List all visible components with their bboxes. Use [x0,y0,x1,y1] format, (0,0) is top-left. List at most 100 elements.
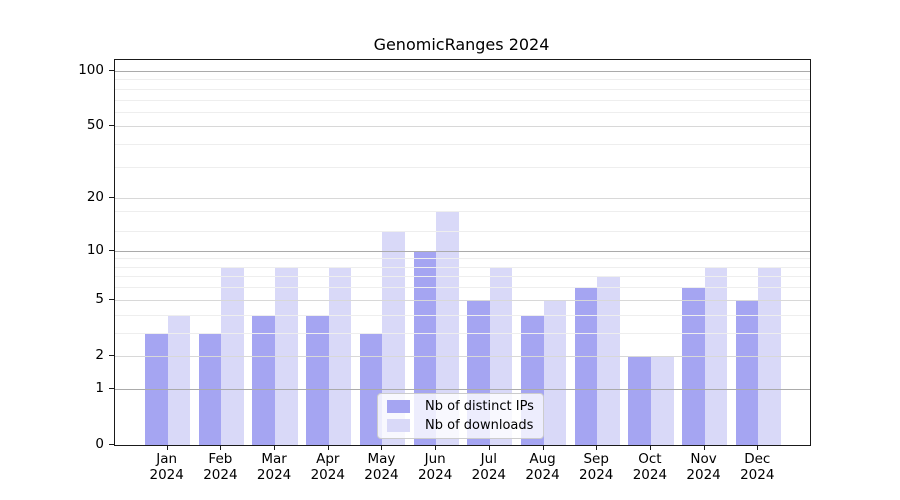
y-tick-label-5: 5 [95,290,104,307]
x-label-year: 2024 [417,467,453,483]
bar-downloads-oct [650,355,674,445]
x-label-month: Dec [744,451,771,467]
x-tick-jul [488,445,490,450]
x-label-month: Nov [690,451,717,467]
x-tick-label-jan: Jan 2024 [122,451,212,483]
legend-item-downloads: Nb of downloads [387,418,534,433]
gridline-y-17 [115,210,810,212]
bar-ips-sep [574,287,598,445]
x-label-year: 2024 [203,467,238,483]
bar-downloads-jun [436,210,459,445]
gridline-y-50 [115,126,810,128]
y-tick-0 [109,444,114,445]
legend-swatch-distinct-ips [387,400,410,413]
gridline-y-70 [115,99,810,101]
x-label-year: 2024 [310,467,345,483]
x-label-month: Aug [529,451,556,467]
gridline-y-3 [115,332,810,334]
gridline-y-60 [115,111,810,113]
x-label-year: 2024 [149,467,184,483]
gridline-y-9 [115,258,810,260]
bar-ips-oct [628,355,651,445]
x-tick-jun [435,445,437,450]
x-label-year: 2024 [471,467,506,483]
y-tick-10 [109,249,114,251]
gridline-y-4 [115,314,810,316]
gridline-y-6 [115,287,810,289]
gridline-y-80 [115,88,810,90]
x-label-year: 2024 [686,467,721,483]
x-tick-label-mar: Mar 2024 [229,451,319,483]
x-label-year: 2024 [579,467,614,483]
x-label-year: 2024 [632,467,668,483]
y-tick-100 [109,69,114,71]
y-tick-label-1: 1 [95,379,104,396]
x-tick-label-oct: Oct 2024 [605,451,695,483]
y-tick-label-10: 10 [86,241,104,258]
chart-title: GenomicRanges 2024 [373,35,550,54]
y-tick-1 [109,387,114,389]
gridline-y-7 [115,276,810,278]
y-tick-label-100: 100 [78,61,104,78]
gridline-y-20 [115,198,810,200]
bar-ips-nov [682,287,705,445]
x-tick-label-jun: Jun 2024 [390,451,480,483]
x-tick-label-may: May 2024 [336,451,426,483]
x-tick-label-nov: Nov 2024 [659,451,749,483]
gridline-y-13 [115,231,810,233]
bar-downloads-aug [543,299,567,445]
x-label-year: 2024 [740,467,775,483]
bar-downloads-sep [597,276,620,445]
x-label-month: Mar [261,451,287,467]
x-tick-label-dec: Dec 2024 [712,451,802,483]
y-tick-2 [109,354,114,356]
legend: Nb of distinct IPs Nb of downloads [377,393,544,439]
legend-swatch-downloads [387,419,410,432]
x-label-month: Feb [208,451,233,467]
x-tick-may [381,445,383,450]
x-tick-aug [542,445,544,450]
x-label-month: Jan [156,451,178,467]
gridline-y-100 [115,70,810,72]
gridline-y-30 [115,166,810,168]
gridline-y-40 [115,144,810,146]
y-tick-label-2: 2 [95,346,104,363]
x-label-month: Oct [638,451,662,467]
x-label-year: 2024 [525,467,560,483]
x-label-year: 2024 [364,467,399,483]
bar-ips-apr [306,314,329,445]
gridline-y-1 [115,388,810,390]
gridline-y-8 [115,266,810,268]
x-label-month: Apr [316,451,340,467]
y-tick-label-0: 0 [95,436,104,452]
x-tick-label-sep: Sep 2024 [551,451,641,483]
x-tick-label-aug: Aug 2024 [498,451,588,483]
bar-ips-mar [252,314,276,445]
x-tick-dec [757,445,759,450]
x-label-month: Jul [480,451,497,467]
gridline-y-2 [115,355,810,357]
x-tick-mar [274,445,276,450]
bar-ips-dec [735,299,759,445]
y-tick-20 [109,197,114,199]
legend-item-distinct-ips: Nb of distinct IPs [387,399,534,414]
y-tick-label-20: 20 [86,189,104,206]
x-tick-sep [596,445,598,450]
gridline-y-5 [115,299,810,301]
x-tick-oct [649,445,651,450]
gridline-y-90 [115,79,810,81]
x-tick-label-jul: Jul 2024 [444,451,534,483]
y-tick-5 [109,298,114,300]
legend-label-distinct-ips: Nb of distinct IPs [425,399,534,414]
x-label-month: Sep [583,451,609,467]
bar-downloads-jan [167,314,191,445]
x-label-month: Jun [424,451,446,467]
x-tick-feb [220,445,222,450]
x-tick-nov [703,445,705,450]
x-tick-label-apr: Apr 2024 [283,451,373,483]
y-tick-50 [109,125,114,127]
x-label-year: 2024 [256,467,292,483]
legend-label-downloads: Nb of downloads [425,418,534,433]
gridline-y-10 [115,250,810,252]
